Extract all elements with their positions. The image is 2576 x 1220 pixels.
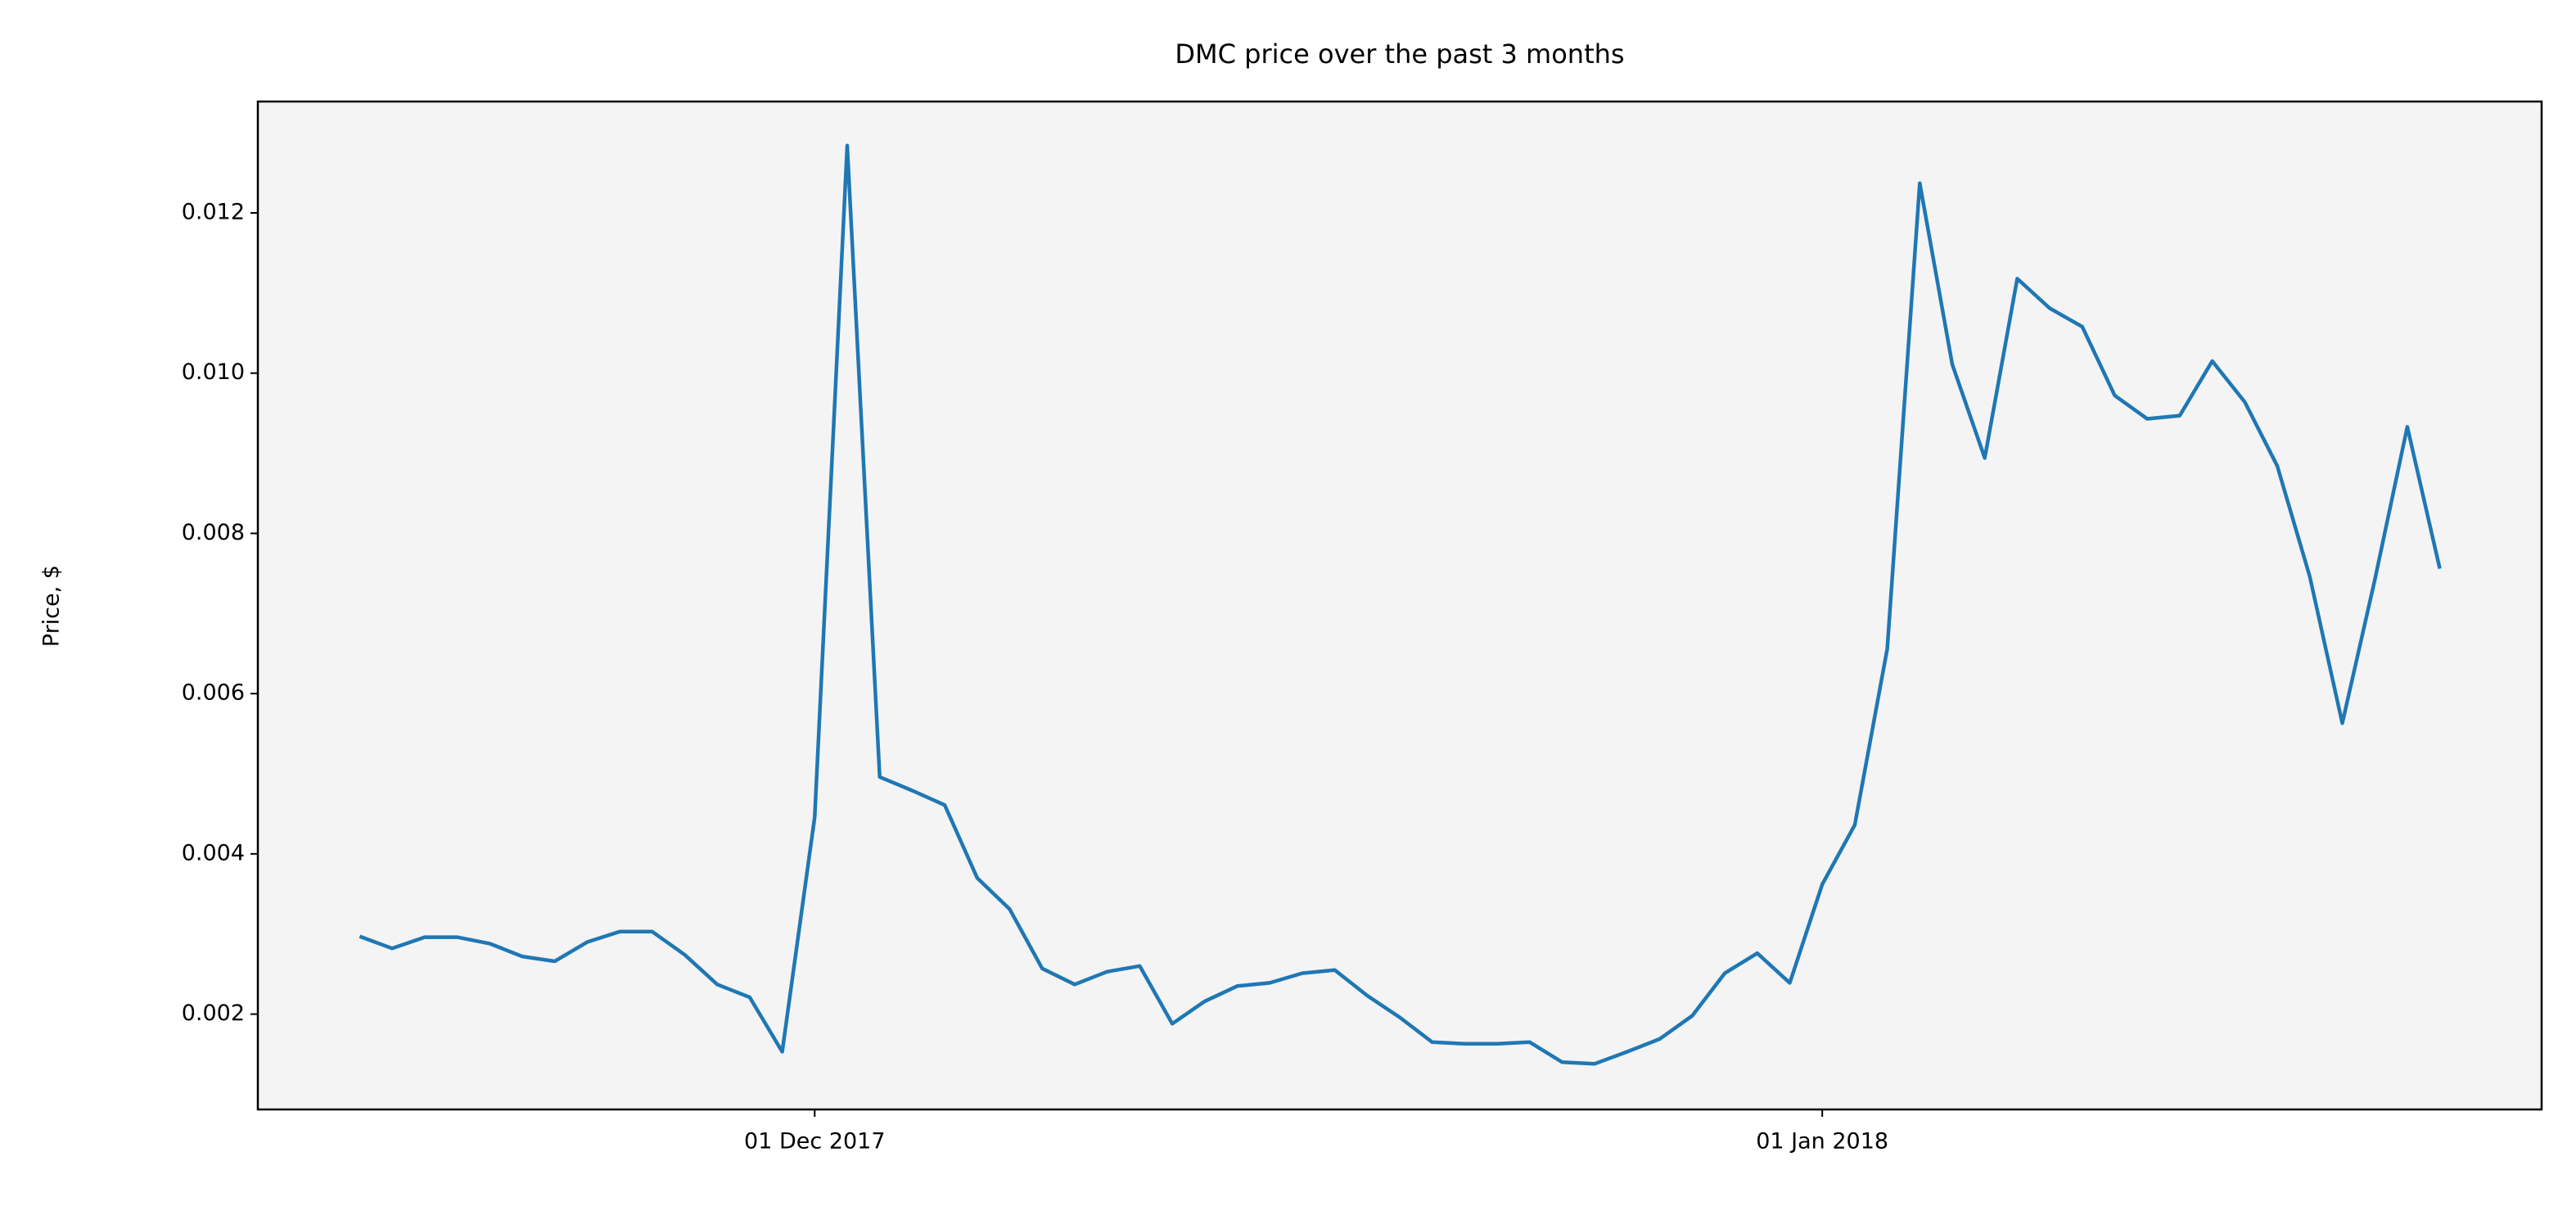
price-line [359,143,2442,1066]
y-tick-label: 0.010 [182,359,245,385]
x-tick-label: 01 Dec 2017 [744,1129,885,1154]
plot-background [258,102,2542,1109]
chart-title: DMC price over the past 3 months [1175,38,1624,70]
y-tick-label: 0.006 [182,680,245,706]
y-tick-label: 0.008 [182,520,245,545]
y-tick-label: 0.012 [182,200,245,225]
x-tick-label: 01 Jan 2018 [1756,1129,1888,1154]
plot-frame [256,100,2543,1111]
y-tick-label: 0.004 [182,840,245,865]
y-axis-label: Price, $ [39,565,65,647]
y-tick-label: 0.002 [182,1001,245,1026]
